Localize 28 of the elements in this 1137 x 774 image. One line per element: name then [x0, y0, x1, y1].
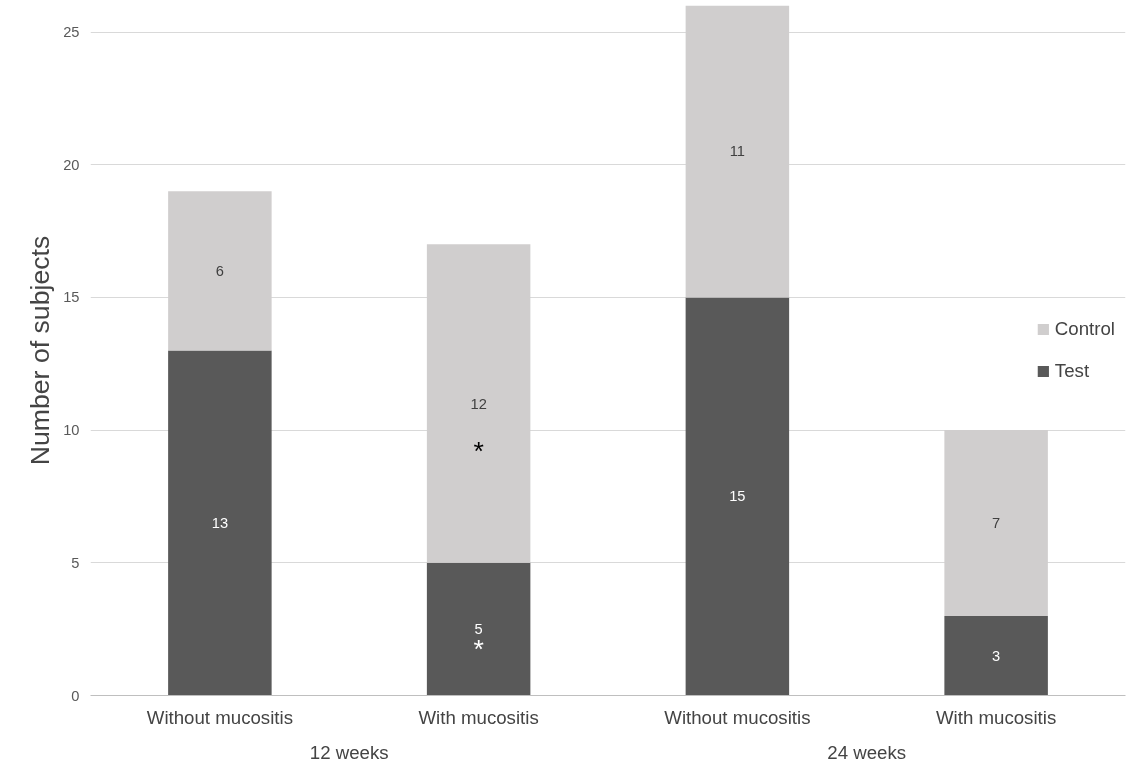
x-tick-label: Without mucositis: [146, 706, 293, 728]
x-tick-label: With mucositis: [418, 706, 539, 728]
bar: [168, 191, 272, 351]
legend-label: Test: [1054, 360, 1090, 382]
data-label: 12: [470, 395, 487, 412]
y-tick-label: 15: [63, 289, 80, 306]
data-label: 11: [729, 143, 745, 160]
y-tick-label: 20: [63, 156, 80, 173]
y-tick-label: 10: [63, 422, 80, 439]
data-label: 3: [992, 647, 1001, 664]
bar: [426, 562, 531, 696]
data-label: 7: [992, 515, 1001, 531]
text: 12 weeks: [309, 741, 389, 763]
data-label: 13: [211, 515, 229, 531]
text: 24 weeks: [827, 741, 907, 763]
data-label: 15: [729, 488, 746, 505]
bar: [168, 350, 272, 696]
y-axis-title: Number of subjects: [25, 235, 56, 466]
x-tick-label: Without mucositis: [664, 706, 811, 728]
y-tick-label: 5: [71, 554, 80, 571]
annotation: *: [473, 436, 484, 467]
bar: [944, 615, 1048, 696]
legend-label: Control: [1054, 318, 1115, 340]
x-tick-label: With mucositis: [936, 706, 1057, 728]
data-label: 6: [215, 262, 224, 279]
y-tick-label: 25: [63, 24, 80, 41]
bar: [685, 297, 790, 696]
y-tick-label: 0: [71, 687, 80, 704]
